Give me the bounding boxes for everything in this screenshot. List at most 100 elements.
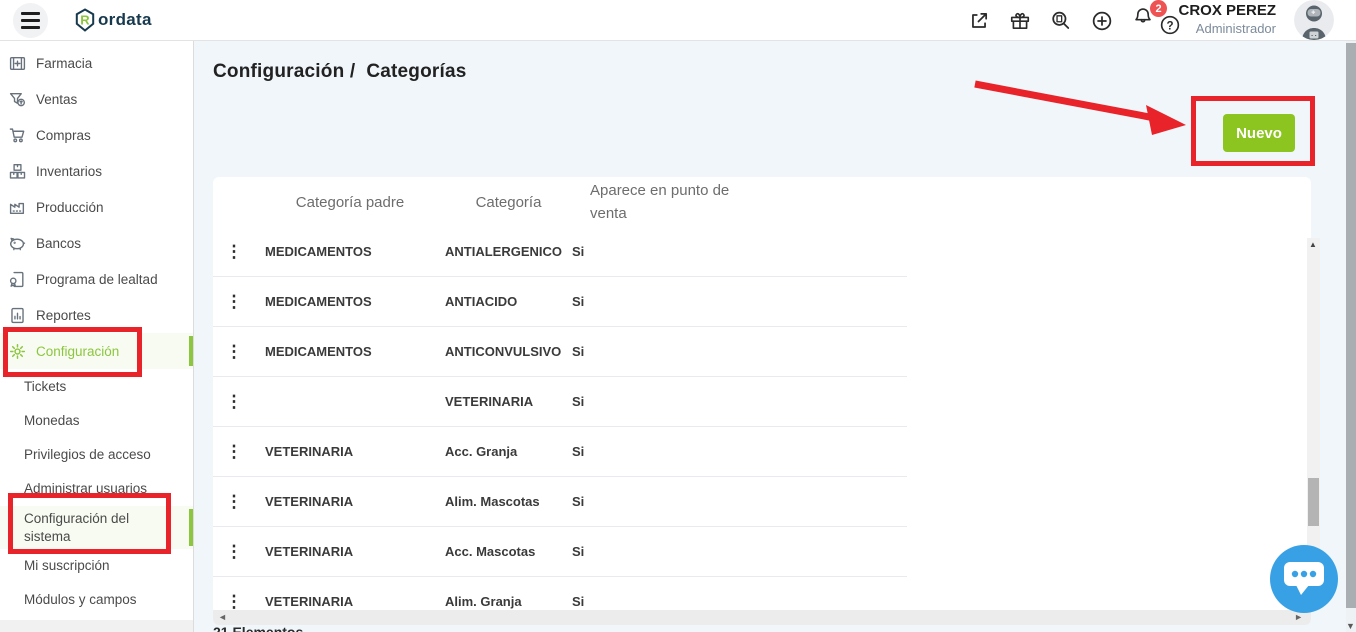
row-actions-kebab-icon[interactable]: ⋮ [225,492,243,511]
chat-bubble-icon [1284,562,1324,595]
sidebar-item-label: Reportes [36,307,91,323]
top-bar: R ordata 2 [0,0,1356,41]
column-header-categoria-padre: Categoría padre [295,193,405,211]
scroll-left-arrow-icon[interactable]: ◄ [218,612,227,622]
scroll-down-arrow-icon[interactable]: ▼ [1346,621,1355,631]
sidebar-subitem-privilegios-de-acceso[interactable]: Privilegios de acceso [0,438,193,472]
scroll-right-arrow-icon[interactable]: ► [1294,612,1303,622]
row-actions-kebab-icon[interactable]: ⋮ [225,392,243,411]
cell-aparece-en-punto-de-venta: Si [572,594,585,609]
sidebar-item-label: Programa de lealtad [36,271,158,287]
cart-icon [9,126,27,144]
table-row: ⋮ VETERINARIA Acc. Granja Si [213,427,907,477]
sidebar-subitem-label: Configuración del sistema [24,511,130,544]
gift-icon[interactable] [1009,10,1031,32]
sidebar-main-items: Farmacia Ventas Compras Inventarios Producci… [0,41,193,369]
sidebar-item-produccion[interactable]: Producción [0,189,193,225]
breadcrumb: Configuración / Categorías [213,61,467,83]
row-actions-kebab-icon[interactable]: ⋮ [225,542,243,561]
sidebar-item-label: Inventarios [36,163,103,179]
breadcrumb-page: Categorías [366,61,467,82]
sidebar-subitem-tickets[interactable]: Tickets [0,370,193,404]
categories-table-card: Categoría padre Categoría Aparece en pun… [213,177,1320,626]
new-button[interactable]: Nuevo [1223,114,1295,152]
sidebar-subitem-mi-suscripcion[interactable]: Mi suscripción [0,549,193,583]
cell-categoria: Alim. Granja [445,594,522,609]
sidebar-item-reportes[interactable]: Reportes [0,297,193,333]
cell-categoria-padre: MEDICAMENTOS [265,244,372,259]
cell-categoria: ANTIACIDO [445,294,518,309]
row-actions-kebab-icon[interactable]: ⋮ [225,442,243,461]
gear-icon [9,342,27,360]
table-row: ⋮ VETERINARIA Acc. Mascotas Si [213,527,907,577]
cell-categoria: ANTIALERGENICO [445,244,562,259]
column-header-aparece-en-punto-de-venta: Aparece en punto de venta [590,181,730,222]
table-scrollbar-thumb[interactable] [1308,478,1319,526]
zoom-search-icon[interactable] [1050,10,1072,32]
table-element-count: 21 Elementos [213,624,304,632]
bordata-logo[interactable]: R ordata [74,8,152,32]
cell-categoria: Acc. Granja [445,444,518,459]
scroll-up-arrow-icon[interactable]: ▲ [1309,240,1317,249]
loyalty-icon [9,270,27,288]
sidebar-item-configuracion[interactable]: Configuración [0,333,193,369]
sidebar-subitem-administrar-usuarios[interactable]: Administrar usuarios [0,472,193,506]
page-vertical-scrollbar[interactable]: ▼ [1346,41,1356,632]
sidebar-item-label: Configuración [36,343,120,359]
cell-aparece-en-punto-de-venta: Si [572,544,585,559]
sidebar-item-bancos[interactable]: Bancos [0,225,193,261]
main-content: Configuración / Categorías Nuevo Categor… [194,41,1346,632]
sidebar-horizontal-scrollbar[interactable] [0,620,193,632]
row-actions-kebab-icon[interactable]: ⋮ [225,242,243,261]
categories-table: Categoría padre Categoría Aparece en pun… [213,177,933,626]
cell-categoria-padre: VETERINARIA [265,494,354,509]
column-header-categoria: Categoría [475,193,542,211]
sidebar-item-label: Producción [36,199,104,215]
logo-letter: R [80,13,90,28]
row-actions-kebab-icon[interactable]: ⋮ [225,342,243,361]
sidebar-item-programa-de-lealtad[interactable]: Programa de lealtad [0,261,193,297]
notification-cluster: 2 ? [1132,0,1184,41]
table-row: ⋮ VETERINARIA Alim. Granja Si [213,577,907,626]
sidebar-item-compras[interactable]: Compras [0,117,193,153]
bell-icon[interactable] [1132,6,1154,28]
table-horizontal-scrollbar[interactable]: ◄ ► [213,610,1311,625]
sidebar-item-label: Compras [36,127,91,143]
sidebar-subitem-monedas[interactable]: Monedas [0,404,193,438]
user-avatar[interactable] [1294,0,1334,40]
pharmacy-icon [9,54,27,72]
row-actions-kebab-icon[interactable]: ⋮ [225,592,243,611]
sidebar-subitem-configuracion-del-sistema[interactable]: Configuración del sistema [0,506,193,550]
table-row: ⋮ VETERINARIA Si [213,377,907,427]
sidebar-subitem-label: Monedas [24,413,80,429]
breadcrumb-separator: / [349,61,356,82]
sidebar-item-ventas[interactable]: Ventas [0,81,193,117]
cell-categoria-padre: MEDICAMENTOS [265,344,372,359]
page-scrollbar-thumb[interactable] [1346,43,1356,608]
add-circle-icon[interactable] [1091,10,1113,32]
user-name: CROX PEREZ [1178,2,1276,19]
cell-categoria: ANTICONVULSIVO [445,344,562,359]
breadcrumb-section[interactable]: Configuración [213,61,345,82]
table-body: ⋮ MEDICAMENTOS ANTIALERGENICO Si ⋮ MEDICAMENT… [213,227,933,626]
cell-categoria: VETERINARIA [445,394,534,409]
sidebar-subitem-label: Tickets [24,379,67,395]
cell-categoria: Acc. Mascotas [445,544,536,559]
user-block[interactable]: CROX PEREZ Administrador [1178,2,1276,37]
sidebar-item-farmacia[interactable]: Farmacia [0,45,193,81]
report-icon [9,306,27,324]
sidebar-subitem-label: Administrar usuarios [24,481,148,497]
table-row: ⋮ MEDICAMENTOS ANTIALERGENICO Si [213,227,907,277]
sidebar-subitem-modulos-y-campos[interactable]: Módulos y campos [0,583,193,617]
table-vertical-scrollbar[interactable]: ▲ [1307,238,1320,610]
external-link-icon[interactable] [968,10,990,32]
chat-widget-button[interactable] [1270,545,1338,613]
sidebar-item-inventarios[interactable]: Inventarios [0,153,193,189]
sales-funnel-icon [9,90,27,108]
row-actions-kebab-icon[interactable]: ⋮ [225,292,243,311]
table-header-row: Categoría padre Categoría Aparece en pun… [213,177,933,227]
astronaut-avatar-icon [1294,0,1334,40]
hamburger-menu-button[interactable] [13,3,48,38]
help-icon[interactable]: ? [1159,14,1181,36]
